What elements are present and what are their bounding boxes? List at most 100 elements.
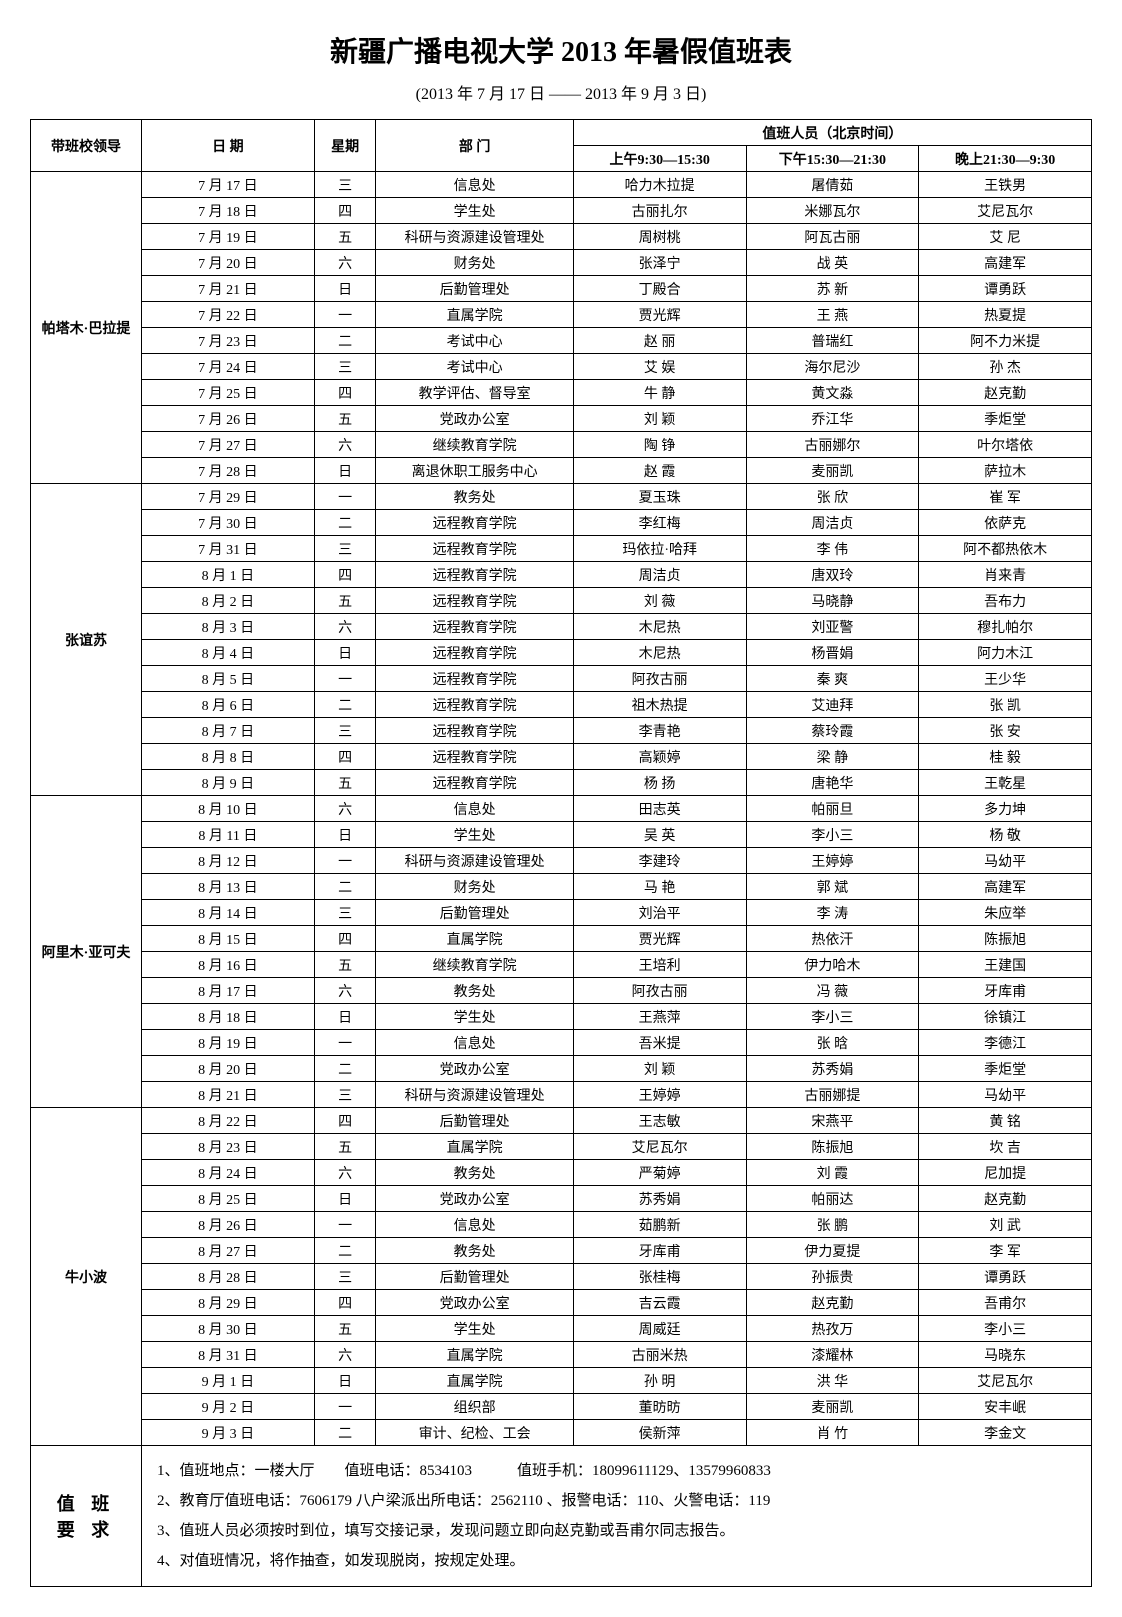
- evening-cell: 安丰岷: [919, 1394, 1092, 1420]
- evening-cell: 谭勇跃: [919, 1264, 1092, 1290]
- afternoon-cell: 王 燕: [746, 302, 919, 328]
- dept-cell: 信息处: [376, 796, 573, 822]
- date-cell: 9 月 3 日: [142, 1420, 315, 1446]
- date-cell: 7 月 25 日: [142, 380, 315, 406]
- afternoon-cell: 宋燕平: [746, 1108, 919, 1134]
- morning-cell: 刘 颖: [573, 406, 746, 432]
- morning-cell: 贾光辉: [573, 302, 746, 328]
- weekday-cell: 日: [314, 640, 376, 666]
- evening-cell: 多力坤: [919, 796, 1092, 822]
- afternoon-cell: 杨晋娟: [746, 640, 919, 666]
- afternoon-cell: 苏秀娟: [746, 1056, 919, 1082]
- evening-cell: 坎 吉: [919, 1134, 1092, 1160]
- table-row: 7 月 31 日三远程教育学院玛依拉·哈拜李 伟阿不都热依木: [31, 536, 1092, 562]
- morning-cell: 祖木热提: [573, 692, 746, 718]
- morning-cell: 刘 颖: [573, 1056, 746, 1082]
- evening-cell: 叶尔塔依: [919, 432, 1092, 458]
- afternoon-cell: 唐艳华: [746, 770, 919, 796]
- weekday-cell: 六: [314, 1342, 376, 1368]
- morning-cell: 董昉昉: [573, 1394, 746, 1420]
- date-cell: 8 月 5 日: [142, 666, 315, 692]
- date-cell: 7 月 23 日: [142, 328, 315, 354]
- afternoon-cell: 秦 爽: [746, 666, 919, 692]
- weekday-cell: 日: [314, 1186, 376, 1212]
- afternoon-cell: 艾迪拜: [746, 692, 919, 718]
- dept-cell: 直属学院: [376, 302, 573, 328]
- leader-cell: 牛小波: [31, 1108, 142, 1446]
- date-cell: 8 月 29 日: [142, 1290, 315, 1316]
- afternoon-cell: 肖 竹: [746, 1420, 919, 1446]
- date-cell: 7 月 26 日: [142, 406, 315, 432]
- notes-line: 3、值班人员必须按时到位，填写交接记录，发现问题立即向赵克勤或吾甫尔同志报告。: [157, 1516, 1076, 1546]
- table-row: 7 月 22 日一直属学院贾光辉王 燕热夏提: [31, 302, 1092, 328]
- weekday-cell: 四: [314, 1290, 376, 1316]
- morning-cell: 王培利: [573, 952, 746, 978]
- table-row: 8 月 30 日五学生处周威廷热孜万李小三: [31, 1316, 1092, 1342]
- date-cell: 9 月 1 日: [142, 1368, 315, 1394]
- dept-cell: 远程教育学院: [376, 718, 573, 744]
- afternoon-cell: 李小三: [746, 1004, 919, 1030]
- afternoon-cell: 陈振旭: [746, 1134, 919, 1160]
- morning-cell: 王燕萍: [573, 1004, 746, 1030]
- afternoon-cell: 李 伟: [746, 536, 919, 562]
- date-cell: 8 月 9 日: [142, 770, 315, 796]
- table-row: 9 月 2 日一组织部董昉昉麦丽凯安丰岷: [31, 1394, 1092, 1420]
- dept-cell: 后勤管理处: [376, 900, 573, 926]
- weekday-cell: 二: [314, 510, 376, 536]
- afternoon-cell: 洪 华: [746, 1368, 919, 1394]
- dept-cell: 信息处: [376, 1212, 573, 1238]
- weekday-cell: 二: [314, 874, 376, 900]
- morning-cell: 张桂梅: [573, 1264, 746, 1290]
- table-row: 8 月 19 日一信息处吾米提张 晗李德江: [31, 1030, 1092, 1056]
- dept-cell: 组织部: [376, 1394, 573, 1420]
- table-row: 8 月 13 日二财务处马 艳郭 斌高建军: [31, 874, 1092, 900]
- evening-cell: 马晓东: [919, 1342, 1092, 1368]
- notes-line: 1、值班地点：一楼大厅 值班电话：8534103 值班手机：1809961112…: [157, 1456, 1076, 1486]
- table-row: 7 月 28 日日离退休职工服务中心赵 霞麦丽凯萨拉木: [31, 458, 1092, 484]
- evening-cell: 李 军: [919, 1238, 1092, 1264]
- evening-cell: 牙库甫: [919, 978, 1092, 1004]
- evening-cell: 孙 杰: [919, 354, 1092, 380]
- weekday-cell: 五: [314, 952, 376, 978]
- date-cell: 8 月 26 日: [142, 1212, 315, 1238]
- date-cell: 8 月 18 日: [142, 1004, 315, 1030]
- afternoon-cell: 张 晗: [746, 1030, 919, 1056]
- header-morning: 上午9:30—15:30: [573, 146, 746, 172]
- date-cell: 8 月 14 日: [142, 900, 315, 926]
- table-row: 8 月 28 日三后勤管理处张桂梅孙振贵谭勇跃: [31, 1264, 1092, 1290]
- header-department: 部 门: [376, 120, 573, 172]
- weekday-cell: 六: [314, 978, 376, 1004]
- morning-cell: 孙 明: [573, 1368, 746, 1394]
- weekday-cell: 日: [314, 276, 376, 302]
- leader-cell: 帕塔木·巴拉提: [31, 172, 142, 484]
- weekday-cell: 二: [314, 1056, 376, 1082]
- dept-cell: 继续教育学院: [376, 432, 573, 458]
- table-row: 阿里木·亚可夫8 月 10 日六信息处田志英帕丽旦多力坤: [31, 796, 1092, 822]
- afternoon-cell: 屠倩茹: [746, 172, 919, 198]
- table-row: 8 月 21 日三科研与资源建设管理处王婷婷古丽娜提马幼平: [31, 1082, 1092, 1108]
- table-row: 8 月 2 日五远程教育学院刘 薇马晓静吾布力: [31, 588, 1092, 614]
- evening-cell: 桂 毅: [919, 744, 1092, 770]
- morning-cell: 田志英: [573, 796, 746, 822]
- dept-cell: 继续教育学院: [376, 952, 573, 978]
- table-row: 帕塔木·巴拉提7 月 17 日三信息处哈力木拉提屠倩茹王铁男: [31, 172, 1092, 198]
- morning-cell: 阿孜古丽: [573, 978, 746, 1004]
- header-date: 日 期: [142, 120, 315, 172]
- table-row: 8 月 16 日五继续教育学院王培利伊力哈木王建国: [31, 952, 1092, 978]
- afternoon-cell: 海尔尼沙: [746, 354, 919, 380]
- weekday-cell: 日: [314, 1368, 376, 1394]
- afternoon-cell: 伊力夏提: [746, 1238, 919, 1264]
- date-cell: 8 月 4 日: [142, 640, 315, 666]
- morning-cell: 苏秀娟: [573, 1186, 746, 1212]
- weekday-cell: 五: [314, 770, 376, 796]
- table-row: 8 月 31 日六直属学院古丽米热漆耀林马晓东: [31, 1342, 1092, 1368]
- date-cell: 8 月 30 日: [142, 1316, 315, 1342]
- date-cell: 8 月 22 日: [142, 1108, 315, 1134]
- table-row: 7 月 25 日四教学评估、督导室牛 静黄文淼赵克勤: [31, 380, 1092, 406]
- date-cell: 8 月 21 日: [142, 1082, 315, 1108]
- afternoon-cell: 郭 斌: [746, 874, 919, 900]
- dept-cell: 学生处: [376, 1316, 573, 1342]
- weekday-cell: 三: [314, 172, 376, 198]
- morning-cell: 李红梅: [573, 510, 746, 536]
- afternoon-cell: 蔡玲霞: [746, 718, 919, 744]
